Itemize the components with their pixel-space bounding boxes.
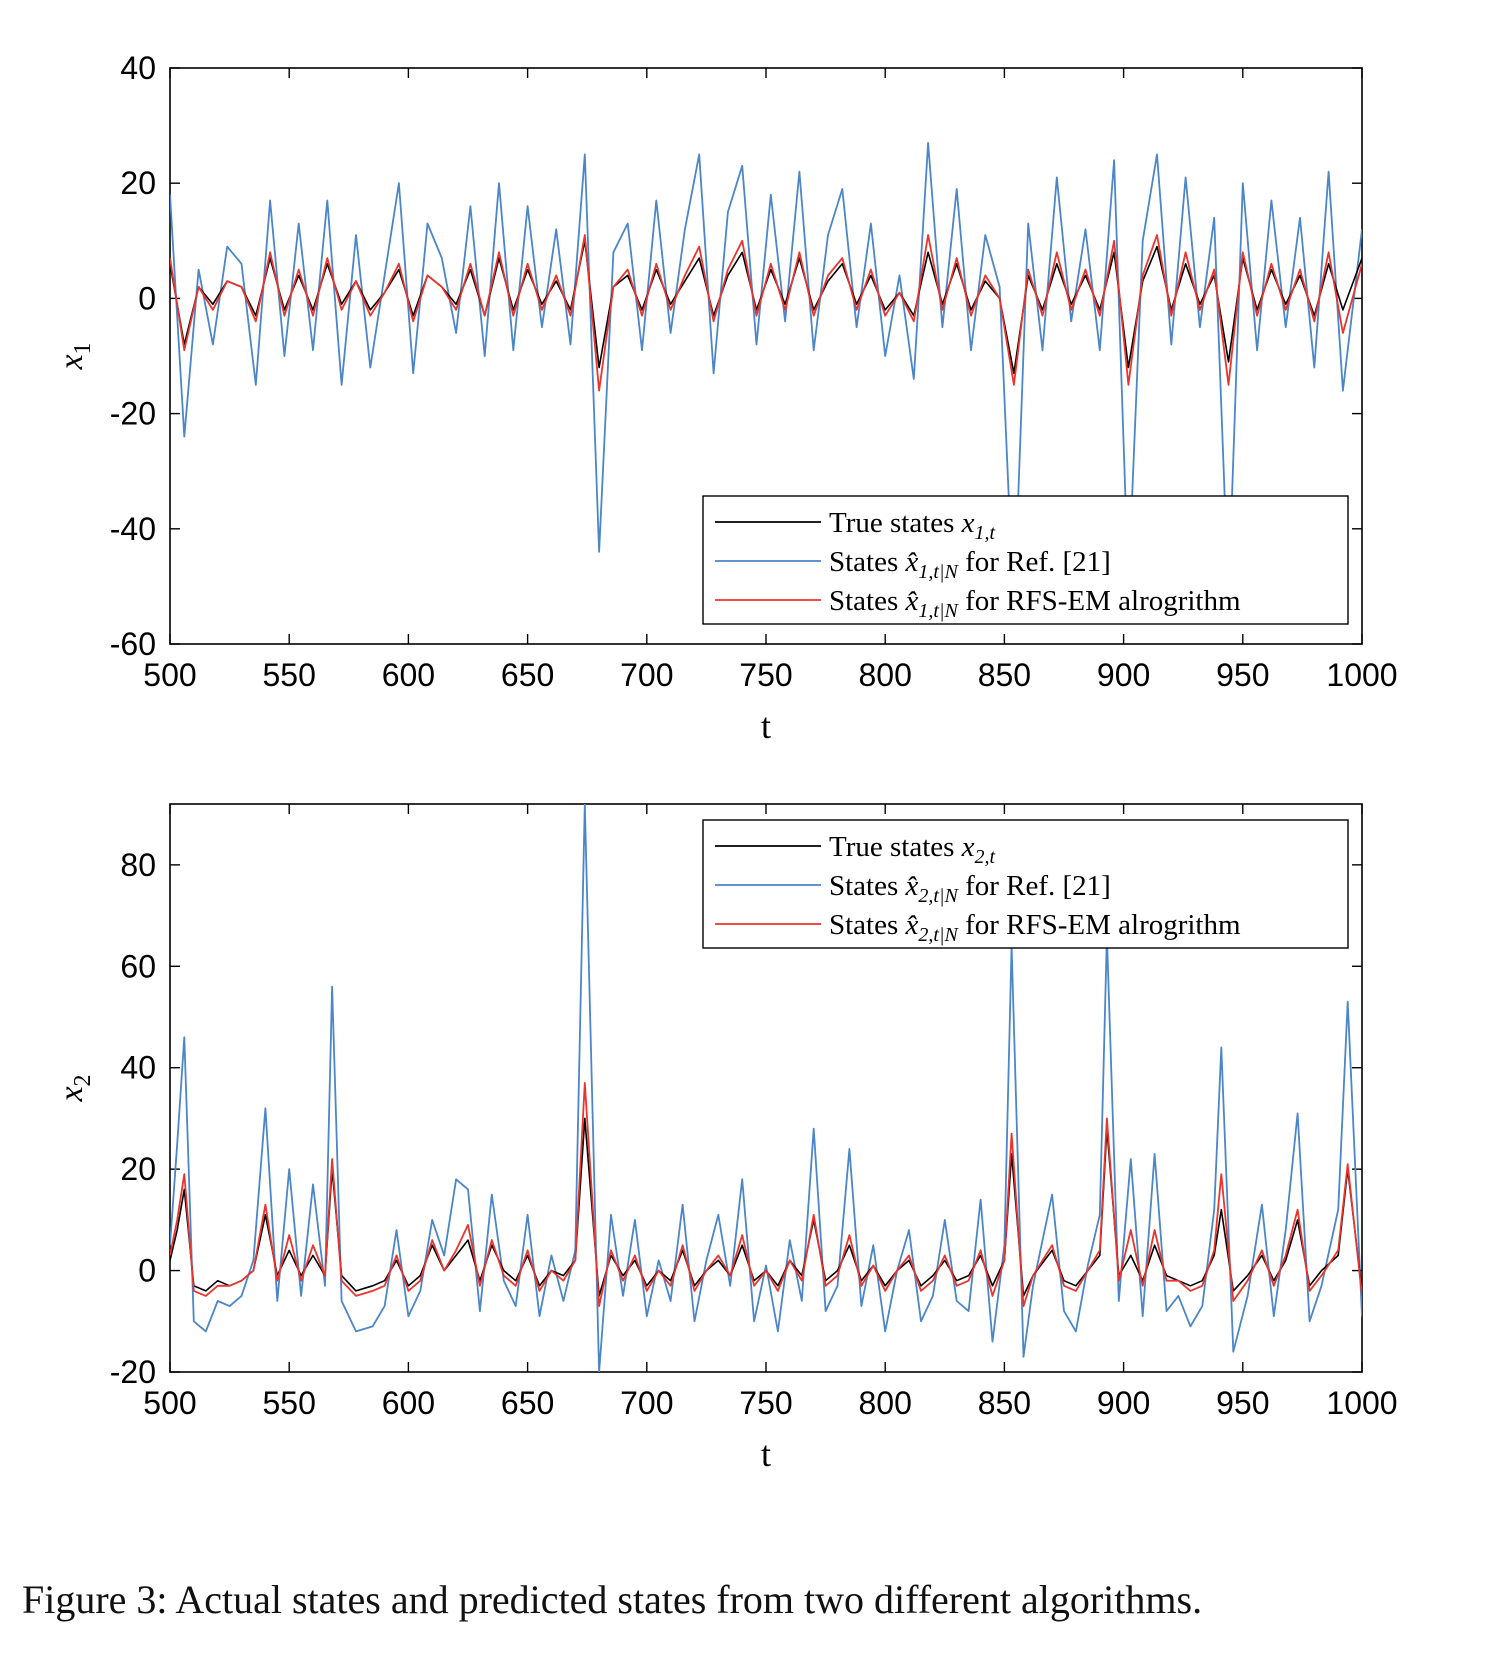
x-axis-label: t — [761, 1434, 771, 1474]
x-tick-label: 600 — [382, 657, 435, 693]
y-tick-label: -40 — [110, 511, 156, 547]
series-ref — [170, 141, 1362, 617]
y-tick-label: 20 — [120, 1151, 156, 1187]
x-tick-label: 1000 — [1326, 657, 1397, 693]
y-tick-label: 40 — [120, 50, 156, 86]
y-axis-label: x1 — [53, 342, 96, 370]
y-tick-label: 20 — [120, 165, 156, 201]
legend-box — [702, 495, 1349, 625]
plot-x1: 500 550 600 650 700 750 800 850 900 950 1000 -60 -40… — [53, 50, 1398, 746]
x-tick-label: 750 — [739, 1385, 792, 1421]
x-tick-label: 800 — [859, 657, 912, 693]
x-tick-label: 900 — [1097, 657, 1150, 693]
legend-entry: True states x2,t — [829, 831, 996, 868]
y-tick-label: 40 — [120, 1050, 156, 1086]
x-tick-label: 650 — [501, 1385, 554, 1421]
legend-entry: States x̂1,t|N for RFS-EM alrogrithm — [829, 585, 1241, 622]
x-tick-label: 650 — [501, 657, 554, 693]
x-axis-label: t — [761, 706, 771, 746]
legend-entry: States x̂1,t|N for Ref. [21] — [829, 546, 1111, 583]
x-tick-label: 900 — [1097, 1385, 1150, 1421]
y-tick-label: 80 — [120, 847, 156, 883]
y-tick-label: 60 — [120, 948, 156, 984]
x-tick-label: 950 — [1216, 1385, 1269, 1421]
x-tick-label: 950 — [1216, 657, 1269, 693]
x-tick-label: 1000 — [1326, 1385, 1397, 1421]
y-tick-label: -20 — [110, 1354, 156, 1390]
x-tick-label: 550 — [263, 1385, 316, 1421]
plot-x2: 500 550 600 650 700 750 800 850 900 950 1000 -20 0 20… — [53, 803, 1398, 1474]
x-tick-label: 850 — [978, 657, 1031, 693]
y-tick-label: -60 — [110, 626, 156, 662]
x-tick-label: 700 — [620, 657, 673, 693]
series-true — [170, 1117, 1362, 1297]
y-tick-label: -20 — [110, 396, 156, 432]
series-rfs — [170, 1082, 1362, 1307]
legend-entry: True states x1,t — [829, 507, 996, 544]
series-ref — [170, 804, 1362, 1372]
x-tick-label: 500 — [143, 1385, 196, 1421]
x-tick-label: 550 — [263, 657, 316, 693]
y-tick-label: 0 — [138, 280, 156, 316]
y-tick-label: 0 — [138, 1253, 156, 1289]
legend-entry: States x̂2,t|N for Ref. [21] — [829, 870, 1111, 907]
x-tick-label: 750 — [739, 657, 792, 693]
series-rfs — [170, 234, 1362, 392]
legend-box — [702, 819, 1349, 949]
x-tick-label: 850 — [978, 1385, 1031, 1421]
x-tick-label: 800 — [859, 1385, 912, 1421]
figure-caption: Figure 3: Actual states and predicted st… — [22, 1577, 1203, 1622]
y-axis-label: x2 — [53, 1074, 96, 1102]
x-tick-label: 700 — [620, 1385, 673, 1421]
legend-entry: States x̂2,t|N for RFS-EM alrogrithm — [829, 909, 1241, 946]
x-tick-label: 500 — [143, 657, 196, 693]
x-tick-label: 600 — [382, 1385, 435, 1421]
